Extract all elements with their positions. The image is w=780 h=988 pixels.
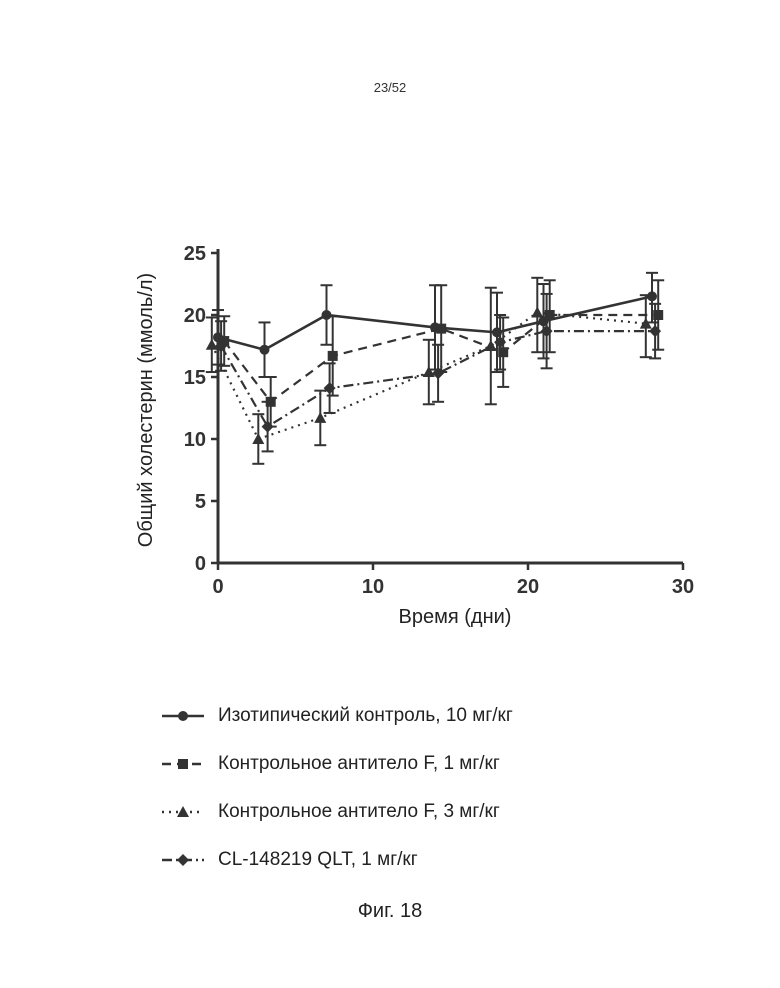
data-point (494, 336, 506, 348)
legend-marker (177, 806, 189, 817)
series-3 (206, 278, 652, 464)
legend-label: Изотипический контроль, 10 мг/кг (218, 705, 513, 727)
data-point (262, 421, 274, 433)
legend-item: Контрольное антитело F, 3 мг/кг (160, 788, 680, 836)
x-tick-label: 0 (212, 576, 223, 598)
chart-series-group (206, 273, 664, 464)
data-point (647, 291, 657, 301)
legend-item: CL-148219 QLT, 1 мг/кг (160, 836, 680, 884)
data-point (260, 345, 270, 355)
y-tick-label: 25 (184, 243, 206, 265)
y-tick-label: 5 (195, 491, 206, 513)
x-tick-label: 10 (362, 576, 384, 598)
y-tick-label: 0 (195, 553, 206, 575)
data-point (531, 307, 543, 318)
data-point (649, 325, 661, 337)
legend-swatch (160, 706, 206, 726)
chart-axes: 0 5 10 15 20 25 0 10 20 30 (184, 243, 694, 598)
data-point (324, 382, 336, 394)
line-chart: 0 5 10 15 20 25 0 10 20 30 Время (дни) Общий холе… (0, 0, 780, 690)
y-tick-label: 10 (184, 429, 206, 451)
data-point (328, 351, 338, 361)
legend-item: Изотипический контроль, 10 мг/кг (160, 692, 680, 740)
figure-caption: Фиг. 18 (0, 900, 780, 923)
legend-swatch (160, 850, 206, 870)
legend-label: Контрольное антитело F, 3 мг/кг (218, 801, 500, 823)
legend-swatch (160, 754, 206, 774)
legend-item: Контрольное антитело F, 1 мг/кг (160, 740, 680, 788)
legend-label: Контрольное антитело F, 1 мг/кг (218, 753, 500, 775)
chart-legend: Изотипический контроль, 10 мг/кг Контроль… (160, 692, 680, 884)
x-tick-label: 20 (517, 576, 539, 598)
data-point (541, 325, 553, 337)
data-point (436, 324, 446, 334)
y-tick-label: 20 (184, 305, 206, 327)
x-tick-label: 30 (672, 576, 694, 598)
legend-label: CL-148219 QLT, 1 мг/кг (218, 849, 418, 871)
x-axis-label: Время (дни) (399, 606, 512, 628)
series-2 (218, 280, 664, 426)
series-1 (212, 273, 658, 377)
y-tick-label: 15 (184, 367, 206, 389)
legend-marker (177, 854, 189, 866)
data-point (322, 310, 332, 320)
legend-marker (178, 711, 188, 721)
legend-swatch (160, 802, 206, 822)
legend-marker (178, 759, 188, 769)
y-axis-label: Общий холестерин (ммоль/л) (135, 273, 157, 547)
data-point (252, 433, 264, 444)
